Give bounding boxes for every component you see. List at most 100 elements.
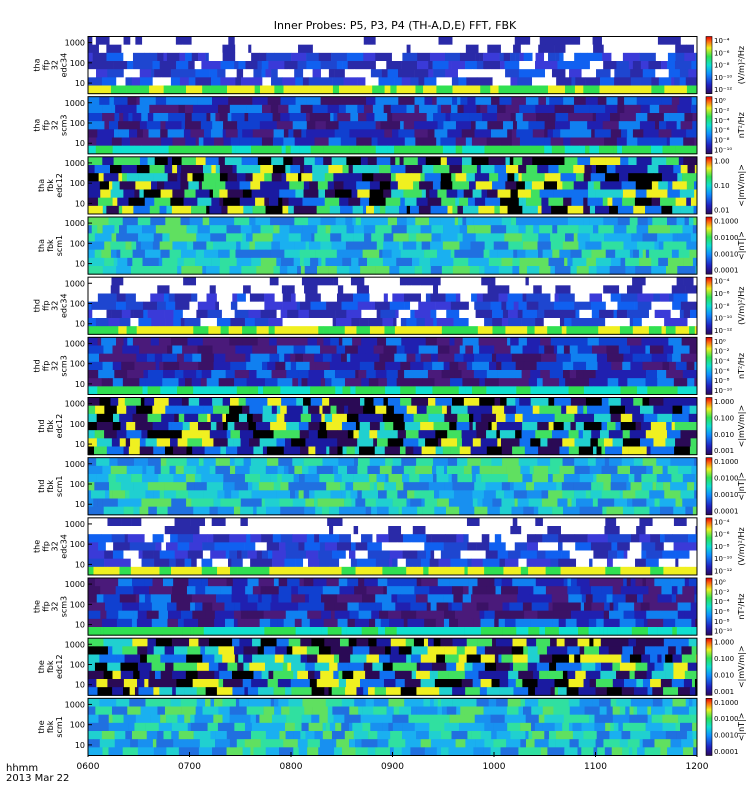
spectrogram-cell (409, 627, 424, 636)
spectrogram-cell (518, 85, 531, 95)
spectrogram-cell (143, 309, 148, 319)
spectrogram-cell (314, 498, 318, 508)
spectrogram-cell (400, 386, 416, 395)
spectrogram-cell (501, 646, 513, 655)
spectrogram-panel: 100010010theffp32edc3410⁻⁴10⁻⁶10⁻⁸10⁻¹⁰1… (33, 517, 746, 576)
spectrogram-cell (240, 610, 248, 620)
spectrogram-cell (534, 326, 548, 335)
spectrogram-cell (496, 422, 506, 431)
panel-ylabel-line: ffp (42, 541, 51, 552)
spectrogram-cell (203, 457, 217, 467)
spectrogram-cell (368, 687, 376, 696)
spectrogram-cell (127, 61, 134, 70)
spectrogram-cell (209, 465, 216, 475)
spectrogram-cell (401, 578, 418, 587)
spectrogram-cell (333, 277, 339, 286)
spectrogram-cell (319, 474, 335, 483)
spectrogram-cell (673, 610, 679, 620)
spectrogram-cell (675, 145, 690, 155)
spectrogram-cell (613, 309, 618, 319)
spectrogram-cell (468, 257, 481, 267)
spectrogram-cell (376, 638, 392, 647)
spectrogram-cell (601, 662, 613, 672)
spectrogram-cell (416, 687, 434, 696)
spectrogram-cell (392, 293, 405, 303)
spectrogram-cell (202, 337, 214, 346)
spectrogram-cell (279, 225, 290, 234)
spectrogram-cell (597, 361, 612, 371)
colorbar-tick-label: 10⁻⁸ (714, 137, 730, 145)
spectrogram-cell (427, 646, 438, 655)
spectrogram-cell (387, 145, 395, 155)
spectrogram-cell (645, 558, 660, 568)
spectrogram-cell (368, 318, 383, 327)
spectrogram-cell (490, 121, 504, 130)
spectrogram-cell (494, 654, 499, 664)
spectrogram-cell (649, 345, 664, 355)
spectrogram-cell (214, 654, 223, 664)
spectrogram-cell (210, 422, 217, 431)
panel-ylabel-line: tha (37, 179, 46, 192)
spectrogram-cell (369, 293, 385, 303)
spectrogram-cell (184, 378, 193, 387)
spectrogram-cell (626, 482, 631, 491)
spectrogram-cell (513, 482, 527, 491)
spectrogram-cell (139, 446, 154, 456)
spectrogram-cell (280, 36, 298, 46)
spectrogram-cell (152, 578, 164, 587)
spectrogram-cell (192, 534, 198, 543)
y-tick-label: 1000 (65, 580, 85, 589)
spectrogram-cell (329, 361, 347, 371)
figure-title: Inner Probes: P5, P3, P4 (TH-A,D,E) FFT,… (274, 19, 517, 32)
spectrogram-cell (492, 627, 500, 636)
spectrogram-cell (619, 526, 624, 535)
spectrogram-cell (382, 44, 393, 54)
panel-frame (87, 457, 698, 516)
colorbar-unit: nT²/Hz (737, 112, 746, 138)
spectrogram-cell (406, 225, 421, 234)
spectrogram-cell (290, 326, 307, 335)
spectrogram-cell (647, 217, 653, 226)
spectrogram-cell (406, 44, 411, 54)
spectrogram-cell (397, 370, 405, 379)
spectrogram-cell (229, 266, 242, 275)
spectrogram-cell (110, 249, 117, 259)
spectrogram-cell (642, 578, 647, 587)
spectrogram-cell (231, 490, 240, 499)
spectrogram-cell (149, 104, 164, 114)
spectrogram-cell (263, 526, 279, 535)
spectrogram-cell (492, 405, 505, 415)
spectrogram-cell (128, 197, 133, 207)
spectrogram-cell (530, 482, 535, 491)
spectrogram-cell (526, 482, 532, 491)
spectrogram-cell (642, 69, 652, 78)
spectrogram-cell (657, 233, 673, 242)
spectrogram-cell (523, 285, 534, 294)
spectrogram-cell (111, 233, 117, 242)
spectrogram-cell (392, 662, 407, 672)
spectrogram-cell (454, 337, 463, 346)
y-tick-label: 10 (75, 621, 85, 630)
spectrogram-cell (209, 225, 227, 234)
spectrogram-cell (133, 586, 150, 595)
spectrogram-cell (461, 566, 465, 576)
spectrogram-cell (174, 517, 191, 527)
spectrogram-cell (640, 85, 652, 95)
spectrogram-cell (385, 36, 393, 46)
spectrogram-cell (651, 353, 668, 363)
spectrogram-cell (595, 205, 610, 215)
spectrogram-cell (510, 337, 519, 346)
spectrogram-cell (123, 69, 141, 78)
spectrogram-cell (609, 205, 619, 215)
spectrogram-cell (267, 457, 279, 467)
spectrogram-cell (462, 217, 467, 226)
spectrogram-cell (138, 277, 148, 286)
spectrogram-cell (490, 69, 506, 78)
spectrogram-cell (523, 506, 528, 516)
spectrogram-cell (298, 309, 310, 319)
y-tick-label: 100 (70, 119, 85, 128)
spectrogram-cell (151, 430, 169, 439)
spectrogram-cell (548, 422, 554, 431)
spectrogram-cell (271, 241, 281, 251)
spectrogram-cell (487, 353, 493, 363)
